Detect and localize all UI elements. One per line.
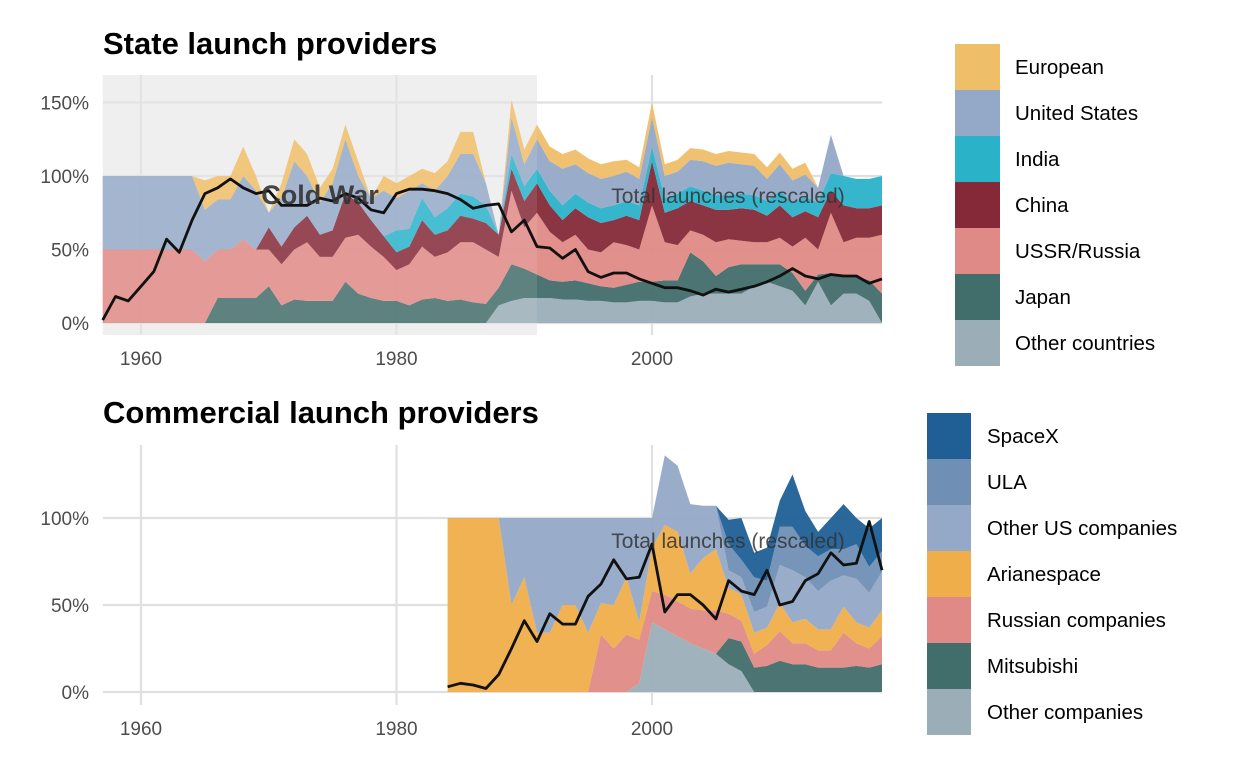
y-tick-label: 50% [51, 241, 89, 262]
legend-swatch [955, 136, 1000, 182]
total-launches-line [447, 520, 884, 690]
legend-label: ULA [987, 471, 1027, 494]
y-tick-label: 100% [40, 509, 89, 530]
legend-swatch [955, 274, 1000, 320]
area-ula [447, 455, 882, 612]
legend-label: European [1015, 56, 1104, 79]
area-mitsubishi [447, 622, 882, 692]
area-other-countries [102, 281, 882, 323]
legend-swatch [955, 182, 1000, 228]
cold-war-overlay [102, 75, 538, 335]
legend-swatch [927, 413, 971, 459]
area-india [102, 146, 882, 262]
legend-label: Mitsubishi [987, 655, 1078, 678]
legend-label: United States [1015, 102, 1138, 125]
total-launches-annotation: Total launches (rescaled) [611, 185, 844, 208]
area-arianespace [447, 518, 882, 692]
x-tick-label: 2000 [631, 349, 673, 370]
cold-war-label: Cold War [261, 180, 379, 210]
legend-swatch [927, 505, 971, 551]
legend-label: China [1015, 194, 1069, 217]
y-tick-label: 150% [40, 94, 89, 115]
commercial-providers-panel: 1960 1980 2000 0% 50% 100% Total launches (res… [40, 395, 1177, 740]
legend-swatch [955, 44, 1000, 90]
x-tick-label: 2000 [631, 719, 673, 740]
total-launches-annotation: Total launches (rescaled) [611, 530, 844, 553]
total-launches-line [101, 177, 883, 321]
area-ussr-russia [102, 190, 882, 323]
x-tick-label: 1980 [375, 349, 417, 370]
legend-swatch [927, 689, 971, 735]
legend-label: SpaceX [987, 425, 1059, 448]
legend-swatch [927, 551, 971, 597]
legend-label: Other companies [987, 701, 1143, 724]
legend-label: India [1015, 148, 1060, 171]
area-japan [102, 252, 882, 323]
legend-swatch [955, 320, 1000, 366]
legend-swatch [927, 643, 971, 689]
legend: European United States India China USSR/Russ… [955, 44, 1155, 366]
x-tick-label: 1960 [120, 719, 162, 740]
y-tick-label: 0% [62, 683, 90, 704]
x-tick-label: 1960 [120, 349, 162, 370]
legend-label: Russian companies [987, 609, 1166, 632]
panel-title: State launch providers [103, 26, 437, 61]
y-tick-label: 50% [51, 596, 89, 617]
area-china [102, 161, 882, 271]
state-providers-panel: 1960 1980 2000 0% 50% 100% 150% Total launches … [40, 26, 1155, 370]
area-spacex [447, 455, 882, 581]
legend-label: Other countries [1015, 332, 1155, 355]
y-tick-label: 0% [62, 314, 90, 335]
x-tick-label: 1980 [375, 719, 417, 740]
legend: SpaceX ULA Other US companies Arianespace Ru… [927, 413, 1177, 735]
legend-label: Arianespace [987, 563, 1101, 586]
legend-swatch [955, 228, 1000, 274]
legend-label: Japan [1015, 286, 1071, 309]
panel-title: Commercial launch providers [103, 395, 539, 430]
legend-label: USSR/Russia [1015, 240, 1141, 263]
legend-swatch [927, 459, 971, 505]
legend-swatch [955, 90, 1000, 136]
y-tick-label: 100% [40, 167, 89, 188]
legend-label: Other US companies [987, 517, 1177, 540]
area-other-companies [447, 622, 882, 692]
legend-swatch [927, 597, 971, 643]
